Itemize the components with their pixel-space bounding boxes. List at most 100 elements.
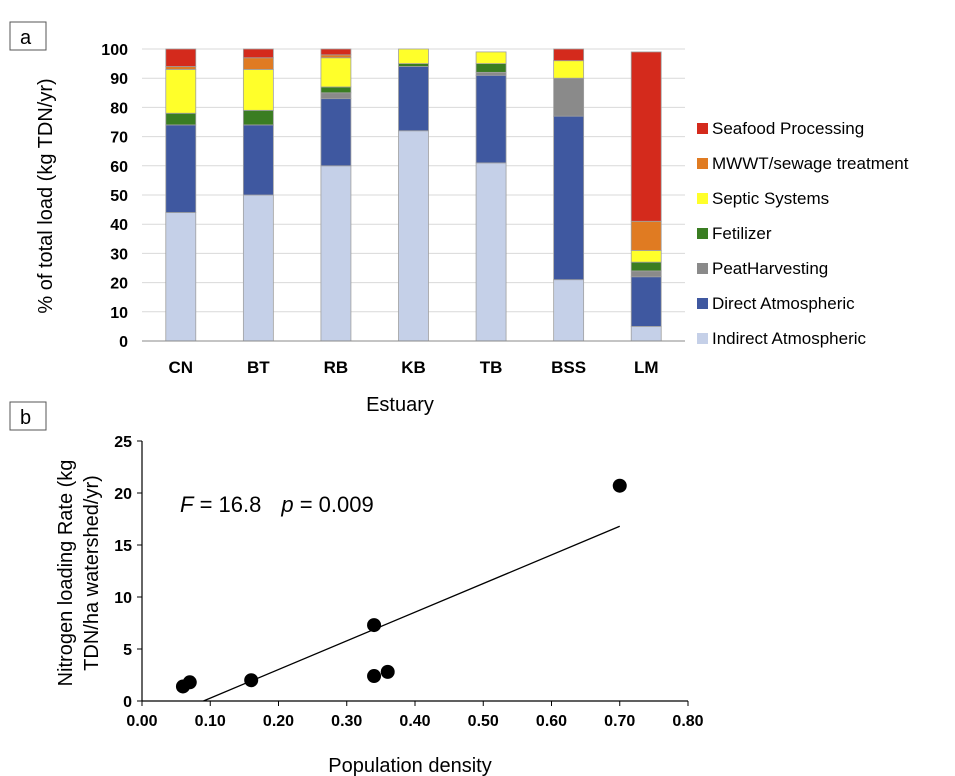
bar-rb-fetilizer [320,86,352,94]
y-tick-label-25: 25 [114,434,132,451]
x-tick-label-0.20: 0.20 [263,713,294,730]
bar-rb-direct-atmospheric [320,98,352,167]
bar-bt-direct-atmospheric [242,124,274,196]
panel-a-bars [165,48,662,342]
bar-cn-direct-atmospheric [165,124,197,213]
panel-b-y-ticks: 0 5 10 15 20 25 [114,434,142,711]
category-label-cn: CN [169,358,194,377]
bar-bt-mwwt-sewage-treatment [242,57,274,70]
legend-swatch-indirect-atmospheric [697,333,708,344]
category-label-bss: BSS [551,358,586,377]
bar-rb-septic-systems [320,57,352,88]
y-tick-label-90: 90 [110,71,128,88]
y-tick-label-60: 60 [110,159,128,176]
bar-cn-septic-systems [165,69,197,114]
bar-rb-peatharvesting [320,92,352,100]
bar-bt-seafood-processing [242,48,274,59]
data-point-3 [244,673,259,688]
legend-label-septic-systems: Septic Systems [712,189,829,208]
panel-b-label-box [9,401,47,431]
x-tick-label-0.00: 0.00 [126,713,157,730]
bar-tb-septic-systems [475,51,507,64]
x-tick-label-0.50: 0.50 [468,713,499,730]
y-tick-label-30: 30 [110,246,128,263]
bar-cn-seafood-processing [165,48,197,67]
y-tick-label-100: 100 [101,42,128,59]
y-tick-label-10: 10 [110,305,128,322]
f-symbol: F [180,492,195,517]
y-tick-label-0: 0 [123,694,132,711]
bar-lm-direct-atmospheric [630,276,662,327]
panel-b-y-title-line1: Nitrogen loading Rate (kg [55,460,77,687]
category-label-lm: LM [634,358,659,377]
category-label-rb: RB [324,358,349,377]
legend-swatch-seafood-processing [697,123,708,134]
category-label-bt: BT [247,358,270,377]
x-tick-label-0.60: 0.60 [536,713,567,730]
panel-a-legend: Seafood Processing MWWT/sewage treatment S… [697,119,909,348]
bar-lm-septic-systems [630,250,662,263]
legend-swatch-mwwt-sewage-treatment [697,158,708,169]
bar-kb-septic-systems [398,48,429,65]
bar-bt-fetilizer [242,109,274,126]
panel-b: b 0 5 10 15 20 25 0.00 0.10 0.20 0.30 0.40 0.50 0.6… [9,401,704,776]
data-point-5 [367,669,382,684]
panel-a-x-title: Estuary [366,394,434,416]
legend-swatch-septic-systems [697,193,708,204]
legend-swatch-peatharvesting [697,263,708,274]
y-tick-label-5: 5 [123,642,132,659]
bar-bss-peatharvesting [553,77,585,117]
bar-tb-peatharvesting [475,71,507,76]
panel-b-fit-line [203,525,621,702]
data-point-4 [367,618,382,633]
category-label-kb: KB [401,358,426,377]
y-tick-label-40: 40 [110,217,128,234]
bar-lm-seafood-processing [630,51,662,222]
legend-label-fetilizer: Fetilizer [712,224,772,243]
p-value: = 0.009 [294,492,374,517]
bar-rb-mwwt-sewage-treatment [320,54,352,59]
bar-lm-mwwt-sewage-treatment [630,220,662,251]
panel-b-stat-annotation: F = 16.8 p = 0.009 [180,492,374,517]
legend-label-seafood-processing: Seafood Processing [712,119,864,138]
bar-bss-indirect-atmospheric [553,279,585,342]
bar-cn-indirect-atmospheric [165,212,197,342]
panel-a-category-labels: CN BT RB KB TB BSS LM [169,358,659,377]
x-tick-label-0.70: 0.70 [604,713,635,730]
panel-a-y-title: % of total load (kg TDN/yr) [35,78,57,313]
y-tick-label-50: 50 [110,188,128,205]
bar-lm-fetilizer [630,261,662,272]
bar-bss-direct-atmospheric [553,115,585,281]
bar-tb-fetilizer [475,63,507,73]
legend-label-mwwt-sewage-treatment: MWWT/sewage treatment [712,154,909,173]
legend-label-indirect-atmospheric: Indirect Atmospheric [712,329,867,348]
bar-lm-indirect-atmospheric [630,325,662,342]
y-tick-label-80: 80 [110,100,128,117]
panel-a-label: a [20,27,32,49]
y-tick-label-20: 20 [110,276,128,293]
y-tick-label-0: 0 [119,334,128,351]
data-point-6 [380,664,395,679]
bar-bss-septic-systems [553,60,585,79]
panel-b-label: b [20,407,31,429]
x-tick-label-0.40: 0.40 [399,713,430,730]
legend-label-direct-atmospheric: Direct Atmospheric [712,294,855,313]
y-tick-label-20: 20 [114,486,132,503]
panel-a-label-box [9,21,47,51]
panel-b-x-title: Population density [328,755,491,776]
bar-kb-direct-atmospheric [398,66,429,132]
data-point-2 [182,675,197,690]
bar-bt-septic-systems [242,69,274,111]
panel-a-y-ticks: 0 10 20 30 40 50 60 70 80 90 100 [101,42,128,351]
bar-bss-seafood-processing [553,48,585,62]
bar-rb-seafood-processing [320,48,352,56]
panel-b-points [175,478,627,694]
bar-rb-indirect-atmospheric [320,165,352,342]
panel-b-y-title-line2: TDN/ha watershed/yr) [81,475,103,671]
bar-tb-direct-atmospheric [475,74,507,164]
bar-bt-indirect-atmospheric [242,194,274,342]
x-tick-label-0.30: 0.30 [331,713,362,730]
p-symbol: p [280,492,293,517]
x-tick-label-0.80: 0.80 [672,713,703,730]
